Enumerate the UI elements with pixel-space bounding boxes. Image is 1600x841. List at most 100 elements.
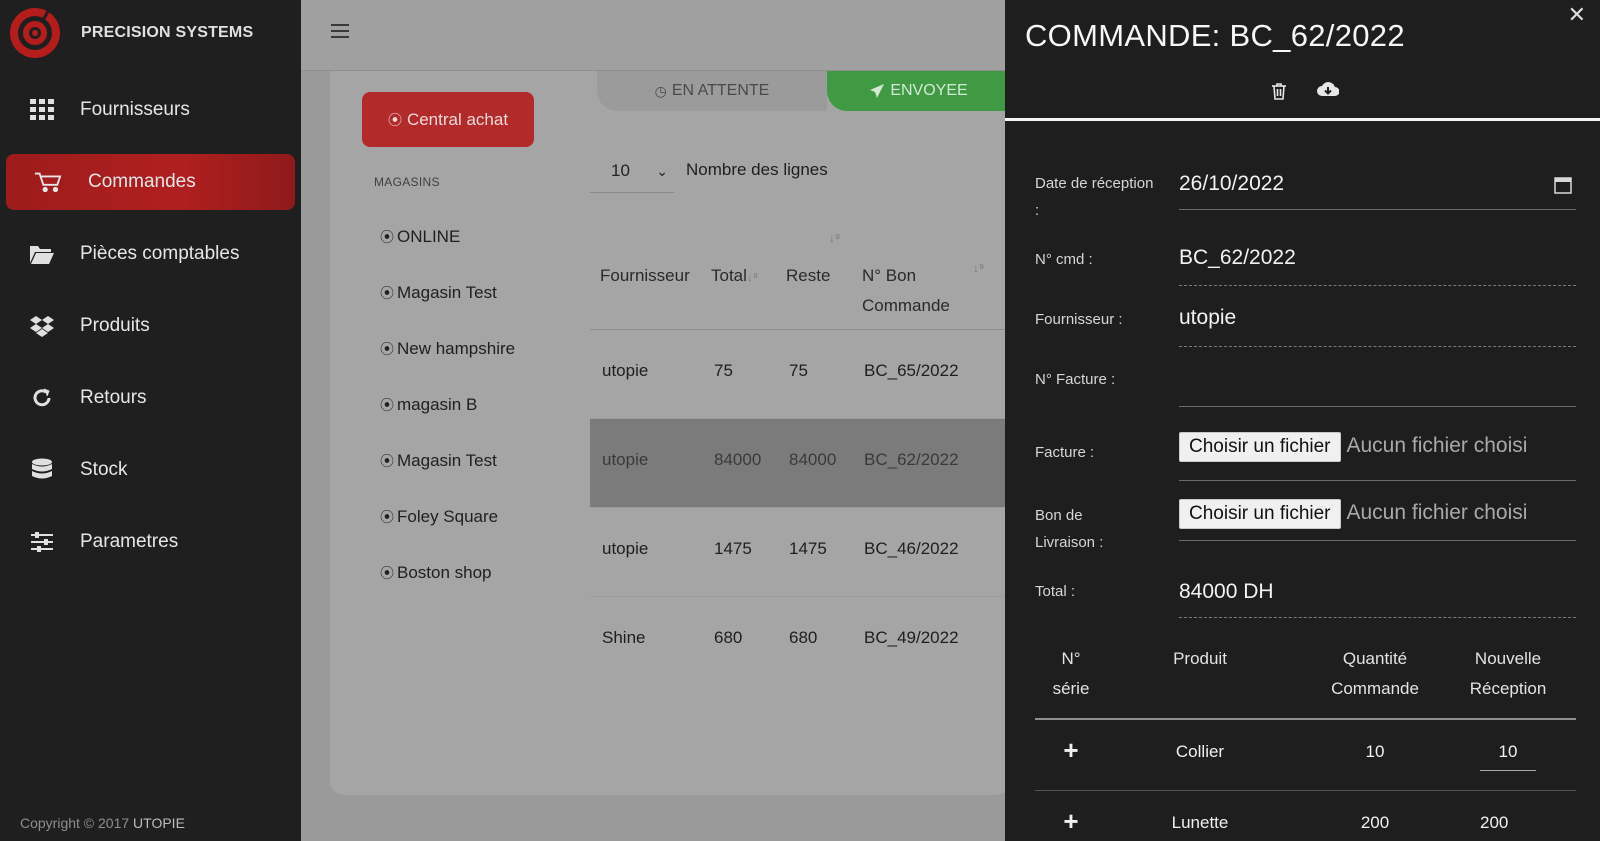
magasin-label: Magasin Test [397,451,497,470]
cell-total: 1475 [714,539,752,558]
product-row: + Lunette 200 200 [1035,791,1576,841]
orders-table: Fournisseur Total↓⁹ Reste ↓⁹ N° Bon Comm… [590,226,1010,686]
plus-icon[interactable]: + [1063,735,1079,765]
facture-label: Facture : [1035,444,1095,461]
col-total-label: Total [711,266,747,285]
copyright-brand[interactable]: UTOPIE [133,815,185,831]
reception-input[interactable]: 200 [1480,813,1508,832]
sidebar-item-retours[interactable]: Retours [6,370,295,426]
table-row[interactable]: Shine 680 680 BC_49/2022 [590,597,1010,686]
date-underline [1179,209,1576,210]
cell-fournisseur: utopie [602,450,649,469]
target-icon: ⦿ [380,453,394,469]
col-reste[interactable]: Reste [786,266,831,285]
clock-icon: ◷ [654,82,667,99]
sidebar-item-label: Stock [80,459,128,480]
tab-label: EN ATTENTE [671,82,770,99]
magasin-item[interactable]: ⦿ magasin B [380,390,540,420]
facture-no-underline [1179,406,1576,407]
magasins-list: ⦿ ONLINE ⦿ Magasin Test ⦿ New hampshire ⦿ ma… [380,222,540,614]
cell-reste: 1475 [789,539,827,558]
target-icon: ⦿ [380,341,394,357]
cell-total: 680 [714,628,743,647]
choose-file-button[interactable]: Choisir un fichier [1179,432,1341,462]
rows-per-page-select[interactable]: 10 ⌄ [590,153,674,193]
product-name: Lunette [1171,813,1229,832]
col-serie: N° série [1052,649,1090,698]
sort-icon[interactable]: ↓⁹ [829,231,841,245]
sidebar-item-label: Fournisseurs [80,99,190,120]
rows-per-page-label: Nombre des lignes [686,160,828,179]
tab-en-attente[interactable]: ◷ EN ATTENTE [597,71,827,111]
magasin-label: Foley Square [397,507,499,526]
facture-file-underline [1179,480,1576,481]
magasin-item[interactable]: ⦿ Boston shop [380,558,540,588]
cmd-label: N° cmd : [1035,251,1093,268]
target-icon: ⦿ [380,565,394,581]
bon-livraison-label: Bon de Livraison : [1035,507,1104,551]
facture-file-input: Choisir un fichier Aucun fichier choisi [1179,432,1576,462]
choose-file-button[interactable]: Choisir un fichier [1179,499,1341,529]
product-qte: 10 [1365,742,1385,761]
bon-livraison-row: Bon de Livraison : Choisir un fichier Auc… [1035,499,1583,557]
central-achat-button[interactable]: ⦿ Central achat [362,92,534,147]
table-row[interactable]: utopie 84000 84000 BC_62/2022 [590,419,1010,508]
sidebar-item-parametres[interactable]: Parametres [6,514,295,570]
magasin-label: New hampshire [397,339,516,358]
product-name: Collier [1175,742,1225,761]
target-icon: ⦿ [380,397,394,413]
col-produit: Produit [1173,649,1227,668]
date-row: Date de réception : 26/10/2022 [1035,170,1583,230]
sidebar-item-stock[interactable]: Stock [6,442,295,498]
sliders-icon [28,528,56,556]
magasin-label: ONLINE [397,227,461,246]
refresh-icon [28,384,56,412]
fournisseur-underline [1179,346,1576,347]
sidebar-nav: Fournisseurs Commandes Pièces comptables… [0,82,301,570]
sidebar: PRECISION SYSTEMS Fournisseurs Commandes… [0,0,301,841]
magasin-item[interactable]: ⦿ Magasin Test [380,278,540,308]
cell-fournisseur: Shine [602,628,646,647]
magasins-title: MAGASINS [374,175,440,189]
plus-icon[interactable]: + [1063,806,1079,836]
sidebar-item-label: Produits [80,315,150,336]
copyright: Copyright © 2017 UTOPIE [20,815,185,831]
cell-fournisseur: utopie [602,361,649,380]
table-row[interactable]: utopie 1475 1475 BC_46/2022 [590,508,1010,597]
cell-bon: BC_46/2022 [864,539,959,558]
magasin-item[interactable]: ⦿ New hampshire [380,334,540,364]
reception-input[interactable]: 10 [1480,742,1536,771]
sidebar-item-label: Parametres [80,531,179,552]
cloud-download-icon[interactable] [1317,80,1339,100]
sidebar-item-label: Commandes [88,171,196,192]
drawer-title: COMMANDE: BC_62/2022 [1025,18,1405,53]
table-row[interactable]: utopie 75 75 BC_65/2022 [590,330,1010,419]
col-total[interactable]: Total↓⁹ [711,261,758,292]
sidebar-item-produits[interactable]: Produits [6,298,295,354]
sidebar-item-pieces-comptables[interactable]: Pièces comptables [6,226,295,282]
order-drawer: COMMANDE: BC_62/2022 ✕ Date de réception… [1005,0,1600,841]
col-bon-commande[interactable]: N° Bon Commande [862,266,950,315]
calendar-icon[interactable] [1554,176,1572,194]
tab-envoyee[interactable]: ENVOYEE [827,71,1010,111]
sidebar-item-commandes[interactable]: Commandes [6,154,295,210]
facture-no-input[interactable] [1179,366,1576,396]
sort-icon[interactable]: ↓⁹ [973,261,985,275]
trash-icon[interactable] [1271,82,1287,100]
target-icon: ⦿ [380,285,394,301]
cell-bon: BC_62/2022 [864,450,959,469]
sidebar-item-fournisseurs[interactable]: Fournisseurs [6,82,295,138]
col-fournisseur[interactable]: Fournisseur [600,266,690,285]
close-icon[interactable]: ✕ [1567,2,1586,27]
target-icon: ⦿ [380,229,394,245]
magasin-item[interactable]: ⦿ Magasin Test [380,446,540,476]
magasin-item[interactable]: ⦿ ONLINE [380,222,540,252]
magasin-item[interactable]: ⦿ Foley Square [380,502,540,532]
menu-icon[interactable] [331,24,349,42]
central-achat-label: Central achat [406,109,509,129]
cmd-underline [1179,285,1576,286]
cell-total: 84000 [714,450,762,469]
logo-icon [10,8,60,58]
date-field[interactable]: 26/10/2022 [1179,172,1576,196]
date-value: 26/10/2022 [1179,172,1285,195]
